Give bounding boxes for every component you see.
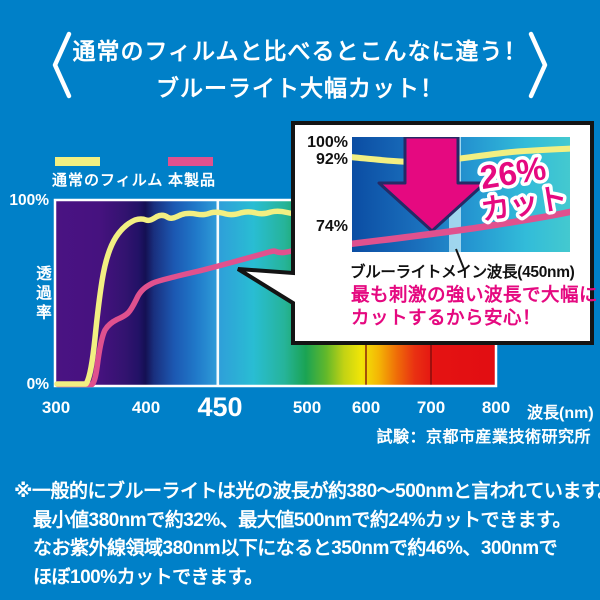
guide-line-450nm bbox=[216, 200, 220, 386]
footnote-line-4: ほぼ100%カットできます。 bbox=[33, 566, 263, 588]
x-tick-800: 800 bbox=[481, 398, 511, 417]
callout-caption: ブルーライトメイン波長(450nm) bbox=[350, 264, 575, 281]
footnote-line-2: 最小値380nmで約32%、最大値500nmで約24%カットできます。 bbox=[33, 509, 572, 531]
inset-pointer-line bbox=[455, 248, 465, 270]
footnote: ※一般的にブルーライトは光の波長が約380〜500nmと言われています。 最小値… bbox=[14, 478, 600, 592]
right-angle-bracket-icon bbox=[528, 31, 548, 99]
header-line-1: 通常のフィルムと比べるとこんなに違う！ bbox=[72, 38, 528, 64]
normal-film-curve bbox=[54, 208, 313, 387]
callout: 100% 92% 74% 26% カット bbox=[293, 123, 597, 339]
callout-note-line-2: カットするから安心！ bbox=[351, 307, 542, 328]
legend-label-product: 本製品 bbox=[168, 172, 217, 189]
x-tick-450: 450 bbox=[197, 392, 243, 422]
x-tick-400: 400 bbox=[131, 398, 161, 417]
inset-chart: 26% カット bbox=[352, 137, 570, 270]
callout-label-92: 92% bbox=[315, 151, 348, 168]
x-axis-unit: 波長(nm) bbox=[527, 405, 594, 422]
y-axis-min-label: 0% bbox=[26, 376, 49, 393]
x-tick-500: 500 bbox=[292, 398, 322, 417]
y-axis-title: 透過率 bbox=[34, 265, 51, 324]
x-tick-700: 700 bbox=[416, 398, 446, 417]
header: 通常のフィルムと比べるとこんなに違う！ ブルーライト大幅カット！ bbox=[0, 33, 600, 107]
test-source: 試験：京都市産業技術研究所 bbox=[376, 429, 591, 446]
footnote-line-1: ※一般的にブルーライトは光の波長が約380〜500nmと言われています。 bbox=[14, 481, 600, 502]
left-angle-bracket-icon bbox=[52, 31, 72, 99]
product-curve bbox=[55, 245, 311, 388]
callout-note-line-1: 最も刺激の強い波長で大幅に bbox=[351, 284, 599, 305]
footnote-line-3: なお紫外線領域380nm以下になると350nmで約46%、300nmで bbox=[33, 538, 558, 560]
cut-badge: 26% カット bbox=[474, 146, 570, 231]
header-line-2: ブルーライト大幅カット！ bbox=[156, 75, 444, 101]
legend-label-normal-film: 通常のフィルム bbox=[52, 172, 164, 189]
inset-product-line bbox=[352, 208, 570, 248]
legend-swatch-product bbox=[168, 157, 213, 166]
y-axis-max-label: 100% bbox=[9, 192, 49, 209]
callout-label-100: 100% bbox=[307, 134, 348, 151]
legend-swatch-normal-film bbox=[55, 157, 100, 166]
inset-normal-film-line bbox=[352, 145, 570, 166]
callout-label-74: 74% bbox=[315, 218, 348, 235]
x-tick-300: 300 bbox=[41, 398, 71, 417]
x-tick-600: 600 bbox=[351, 398, 381, 417]
down-arrow-icon bbox=[377, 137, 487, 233]
